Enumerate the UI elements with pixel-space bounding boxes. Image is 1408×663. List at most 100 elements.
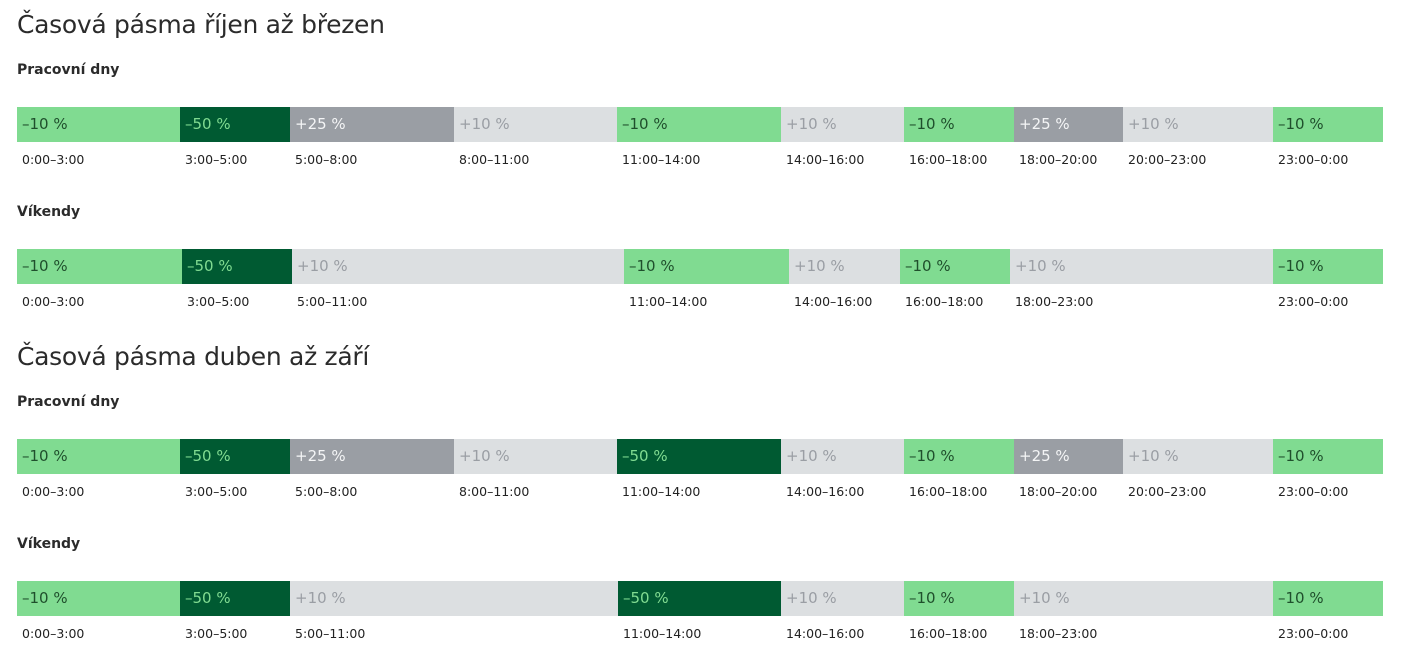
time-segment: +10 % 14:00–16:00	[781, 439, 904, 499]
time-segment: –10 % 0:00–3:00	[17, 107, 180, 167]
time-label: 3:00–5:00	[185, 152, 248, 167]
rate-label: +25 %	[1019, 447, 1070, 465]
rate-label: –50 %	[187, 257, 233, 275]
group-label: Víkendy	[17, 204, 81, 220]
rate-label: +10 %	[794, 257, 845, 275]
rate-label: +10 %	[459, 447, 510, 465]
time-segment: –50 % 3:00–5:00	[180, 439, 290, 499]
group-label: Víkendy	[17, 536, 81, 552]
time-label: 18:00–20:00	[1019, 484, 1098, 499]
rate-label: –10 %	[22, 589, 68, 607]
time-label: 8:00–11:00	[459, 484, 530, 499]
time-segment: –50 % 11:00–14:00	[617, 439, 781, 499]
time-segment: +25 % 5:00–8:00	[290, 439, 454, 499]
time-segment: –10 % 16:00–18:00	[904, 107, 1014, 167]
time-segment: +10 % 14:00–16:00	[781, 107, 904, 167]
time-segment: –10 % 0:00–3:00	[17, 439, 180, 499]
time-segment: +10 % 18:00–23:00	[1014, 581, 1273, 641]
time-label: 20:00–23:00	[1128, 152, 1207, 167]
time-segment: –50 % 3:00–5:00	[180, 107, 290, 167]
time-segment: –50 % 3:00–5:00	[182, 249, 292, 309]
time-segment: +25 % 18:00–20:00	[1014, 107, 1123, 167]
time-label: 11:00–14:00	[622, 484, 701, 499]
rate-label: –10 %	[909, 115, 955, 133]
time-label: 5:00–8:00	[295, 484, 358, 499]
time-segment: +10 % 20:00–23:00	[1123, 107, 1273, 167]
time-label: 16:00–18:00	[909, 484, 988, 499]
time-bar: –10 % 0:00–3:00 –50 % 3:00–5:00 +10 % 5:00–11…	[17, 249, 1383, 309]
time-label: 3:00–5:00	[185, 484, 248, 499]
time-segment: –50 % 11:00–14:00	[618, 581, 781, 641]
time-segment: +10 % 14:00–16:00	[781, 581, 904, 641]
rate-label: +10 %	[1015, 257, 1066, 275]
time-label: 0:00–3:00	[22, 484, 85, 499]
time-segment: +10 % 14:00–16:00	[789, 249, 900, 309]
rate-label: –10 %	[629, 257, 675, 275]
time-segment: –10 % 23:00–0:00	[1273, 249, 1383, 309]
rate-label: –10 %	[909, 447, 955, 465]
time-segment: +25 % 18:00–20:00	[1014, 439, 1123, 499]
time-segment: –10 % 23:00–0:00	[1273, 107, 1383, 167]
rate-label: +10 %	[786, 589, 837, 607]
rate-label: –10 %	[22, 115, 68, 133]
time-segment: +10 % 5:00–11:00	[292, 249, 624, 309]
rate-label: –10 %	[909, 589, 955, 607]
group-label: Pracovní dny	[17, 62, 120, 78]
time-segment: –10 % 16:00–18:00	[904, 439, 1014, 499]
rate-label: –50 %	[623, 589, 669, 607]
time-label: 18:00–20:00	[1019, 152, 1098, 167]
rate-label: +10 %	[1128, 115, 1179, 133]
time-segment: –10 % 23:00–0:00	[1273, 439, 1383, 499]
time-label: 0:00–3:00	[22, 294, 85, 309]
rate-label: +10 %	[297, 257, 348, 275]
time-segment: –10 % 11:00–14:00	[624, 249, 789, 309]
rate-label: –10 %	[22, 447, 68, 465]
time-label: 3:00–5:00	[187, 294, 250, 309]
rate-label: +25 %	[295, 115, 346, 133]
time-bar: –10 % 0:00–3:00 –50 % 3:00–5:00 +25 % 5:00–8:…	[17, 107, 1383, 167]
rate-label: +25 %	[295, 447, 346, 465]
group-label: Pracovní dny	[17, 394, 120, 410]
time-label: 8:00–11:00	[459, 152, 530, 167]
time-segment: –10 % 16:00–18:00	[900, 249, 1010, 309]
rate-label: –10 %	[1278, 589, 1324, 607]
time-segment: +10 % 8:00–11:00	[454, 439, 617, 499]
time-label: 16:00–18:00	[909, 626, 988, 641]
time-label: 3:00–5:00	[185, 626, 248, 641]
time-label: 23:00–0:00	[1278, 294, 1349, 309]
time-label: 11:00–14:00	[623, 626, 702, 641]
time-bar: –10 % 0:00–3:00 –50 % 3:00–5:00 +25 % 5:00–8:…	[17, 439, 1383, 499]
time-segment: –10 % 23:00–0:00	[1273, 581, 1383, 641]
time-segment: –10 % 0:00–3:00	[17, 249, 182, 309]
time-segment: –10 % 16:00–18:00	[904, 581, 1014, 641]
time-label: 11:00–14:00	[629, 294, 708, 309]
time-label: 5:00–11:00	[295, 626, 366, 641]
time-label: 23:00–0:00	[1278, 626, 1349, 641]
time-segment: +10 % 8:00–11:00	[454, 107, 617, 167]
time-label: 18:00–23:00	[1015, 294, 1094, 309]
time-label: 0:00–3:00	[22, 626, 85, 641]
section-title: Časová pásma říjen až březen	[17, 10, 385, 39]
time-segment: +10 % 5:00–11:00	[290, 581, 618, 641]
rate-label: +25 %	[1019, 115, 1070, 133]
rate-label: –50 %	[185, 447, 231, 465]
time-label: 20:00–23:00	[1128, 484, 1207, 499]
rate-label: +10 %	[295, 589, 346, 607]
time-label: 14:00–16:00	[786, 152, 865, 167]
time-segment: –10 % 11:00–14:00	[617, 107, 781, 167]
time-label: 14:00–16:00	[786, 626, 865, 641]
time-label: 14:00–16:00	[794, 294, 873, 309]
rate-label: –10 %	[622, 115, 668, 133]
time-label: 18:00–23:00	[1019, 626, 1098, 641]
rate-label: +10 %	[1128, 447, 1179, 465]
time-label: 11:00–14:00	[622, 152, 701, 167]
rate-label: +10 %	[1019, 589, 1070, 607]
time-bar: –10 % 0:00–3:00 –50 % 3:00–5:00 +10 % 5:00–11…	[17, 581, 1383, 641]
rate-label: –10 %	[905, 257, 951, 275]
rate-label: –10 %	[1278, 115, 1324, 133]
rate-label: –10 %	[1278, 257, 1324, 275]
rate-label: –50 %	[185, 115, 231, 133]
rate-label: –10 %	[1278, 447, 1324, 465]
time-label: 16:00–18:00	[905, 294, 984, 309]
